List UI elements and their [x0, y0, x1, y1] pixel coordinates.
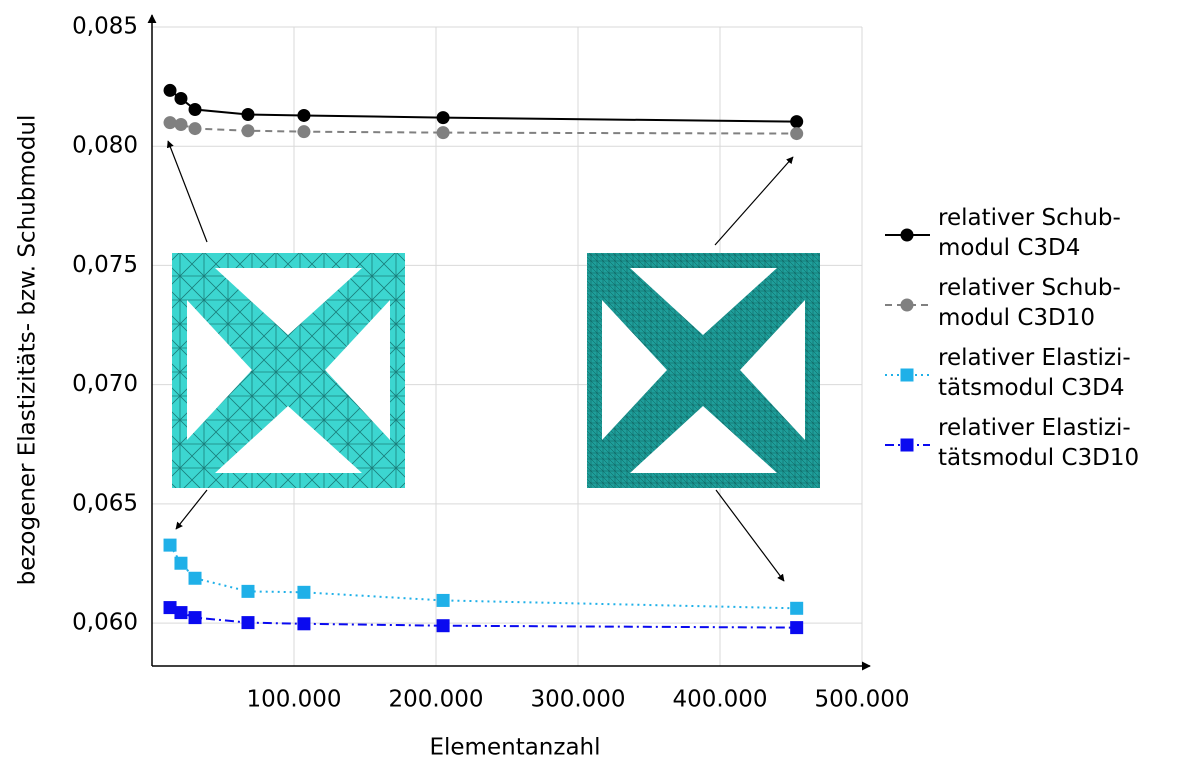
marker [437, 619, 450, 632]
marker [174, 606, 187, 619]
marker [189, 611, 202, 624]
marker [241, 585, 254, 598]
marker [164, 84, 177, 97]
x-axis-label: Elementanzahl [429, 735, 600, 760]
y-tick-label: 0,085 [72, 14, 138, 40]
x-tick-label: 400.000 [672, 687, 767, 713]
legend-marker [901, 369, 914, 382]
marker [297, 617, 310, 630]
marker [297, 109, 310, 122]
marker [241, 124, 254, 137]
mesh-fine [587, 253, 820, 488]
series-line [170, 90, 797, 121]
mesh-coarse [172, 253, 405, 488]
marker [189, 103, 202, 116]
legend-entry: relativer Schub- modul C3D4 [938, 203, 1121, 263]
x-tick-label: 500.000 [814, 687, 909, 713]
marker [241, 108, 254, 121]
y-tick-label: 0,080 [72, 133, 138, 159]
legend-marker [901, 439, 914, 452]
y-tick-label: 0,065 [72, 490, 138, 516]
marker [297, 586, 310, 599]
x-tick-label: 300.000 [530, 687, 625, 713]
y-tick-label: 0,060 [72, 610, 138, 636]
x-tick-label: 200.000 [388, 687, 483, 713]
series-line [170, 545, 797, 608]
marker [437, 126, 450, 139]
legend-marker [901, 229, 914, 242]
legend-entry: relativer Elastizi- tätsmodul C3D4 [938, 343, 1131, 403]
marker [297, 125, 310, 138]
series-line [170, 608, 797, 628]
marker [790, 602, 803, 615]
x-tick-label: 100.000 [246, 687, 341, 713]
marker [189, 122, 202, 135]
series-line [170, 123, 797, 134]
marker [164, 539, 177, 552]
marker [164, 116, 177, 129]
marker [174, 92, 187, 105]
marker [437, 594, 450, 607]
marker [189, 572, 202, 585]
y-tick-label: 0,075 [72, 252, 138, 278]
y-tick-label: 0,070 [72, 371, 138, 397]
legend-marker [901, 299, 914, 312]
marker [437, 111, 450, 124]
marker [241, 616, 254, 629]
marker [790, 127, 803, 140]
marker [174, 557, 187, 570]
marker [790, 115, 803, 128]
y-axis-label: bezogener Elastizitäts- bzw. Schubmodul [15, 115, 41, 586]
marker [174, 118, 187, 131]
legend-entry: relativer Schub- modul C3D10 [938, 273, 1121, 333]
legend-entry: relativer Elastizi- tätsmodul C3D10 [938, 413, 1139, 473]
marker [790, 621, 803, 634]
page: 0,060 0,065 0,070 0,075 0,080 0,085 100.000 200… [0, 0, 1187, 760]
